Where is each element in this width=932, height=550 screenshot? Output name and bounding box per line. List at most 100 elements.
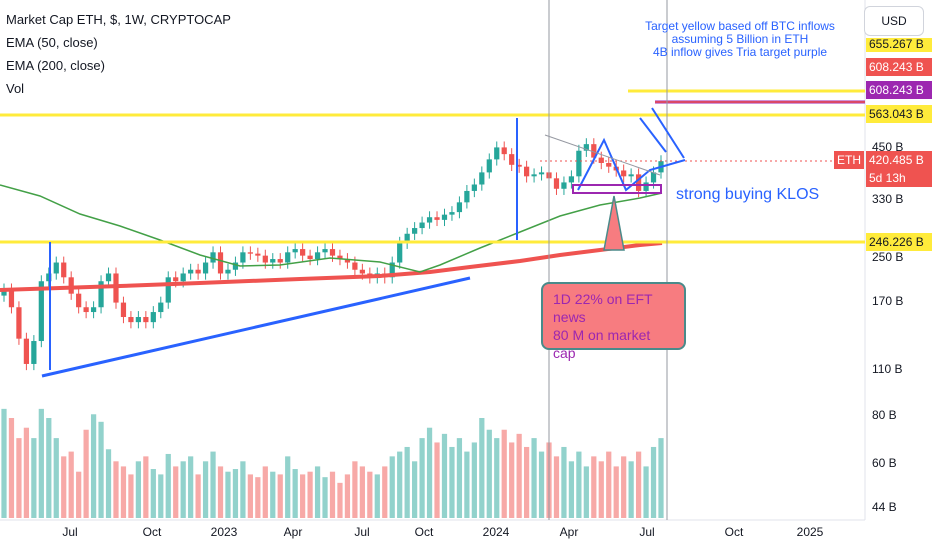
y-tick: 450 B	[872, 140, 904, 154]
candle	[337, 255, 343, 260]
bar-countdown: 5d 13h	[866, 169, 932, 187]
volume-bar	[68, 451, 74, 518]
candle	[210, 252, 216, 263]
candle	[1, 289, 7, 296]
ascending-trendline	[41, 276, 471, 378]
volume-bar	[419, 438, 425, 518]
volume-bar	[314, 466, 321, 518]
volume-bar	[486, 429, 492, 518]
candle	[61, 262, 67, 278]
volume-bar	[516, 433, 522, 518]
volume-bar	[404, 446, 410, 518]
candle	[225, 269, 231, 274]
candle	[359, 269, 365, 274]
candle	[307, 255, 313, 260]
candle	[135, 317, 141, 323]
candle	[352, 262, 358, 270]
candle	[202, 262, 209, 274]
ema-200-label[interactable]: EMA (200, close)	[6, 58, 105, 73]
ema-50-label[interactable]: EMA (50, close)	[6, 35, 98, 50]
x-tick: 2024	[482, 525, 510, 539]
candle	[188, 269, 194, 274]
candle	[344, 259, 351, 263]
candle	[232, 262, 239, 270]
volume-bar	[120, 466, 127, 518]
volume-bar	[31, 438, 37, 518]
candle	[494, 147, 500, 160]
x-tick: Apr	[559, 525, 579, 539]
y-tick: 80 B	[872, 408, 897, 422]
candle	[143, 317, 149, 323]
candle	[501, 147, 507, 155]
x-tick: Oct	[142, 525, 162, 539]
candle	[247, 252, 253, 254]
volume-bar	[568, 461, 575, 518]
candle	[419, 222, 425, 229]
x-tick: Apr	[283, 525, 303, 539]
yellow-low-price: 246.226 B	[866, 233, 932, 251]
volume-bar	[591, 456, 597, 518]
candle	[397, 242, 403, 263]
volume-bar	[165, 453, 171, 518]
candle	[471, 184, 477, 191]
x-tick: 2025	[796, 525, 824, 539]
volume-bar	[53, 438, 59, 518]
candle	[404, 233, 410, 243]
volume-bar	[524, 446, 530, 518]
volume-bar	[426, 427, 433, 518]
candle	[486, 159, 492, 173]
volume-bar	[329, 471, 336, 518]
eth-tag: ETH	[834, 151, 864, 169]
candle	[576, 150, 582, 177]
candle	[553, 178, 560, 189]
target-arrow-2	[651, 107, 685, 159]
candle	[240, 252, 246, 263]
volume-bar	[449, 446, 455, 518]
volume-bar	[128, 474, 134, 518]
volume-bar	[195, 474, 201, 518]
w-pattern	[577, 137, 686, 192]
candle	[195, 269, 201, 274]
volume-bar	[344, 474, 351, 518]
volume-bar	[210, 451, 216, 518]
top-partial-label: 655.267 B	[866, 38, 932, 52]
volume-bar	[479, 418, 485, 518]
chart-legend: Market Cap ETH, $, 1W, CRYPTOCAP EMA (50…	[6, 8, 231, 100]
candle	[46, 273, 52, 282]
volume-bar	[471, 442, 477, 518]
volume-bar	[232, 469, 239, 518]
volume-bar	[225, 471, 231, 518]
volume-bar	[389, 456, 395, 518]
volume-bar	[531, 438, 537, 518]
currency-button[interactable]: USD	[864, 6, 924, 36]
candle	[277, 259, 283, 263]
candle	[158, 302, 164, 313]
wedge-top	[544, 134, 661, 176]
y-tick: 60 B	[872, 456, 897, 470]
callout-pointer	[603, 195, 625, 251]
candle	[621, 170, 627, 177]
volume-bar	[143, 456, 149, 518]
volume-bar	[307, 471, 313, 518]
volume-bar	[359, 466, 365, 518]
candle	[105, 273, 112, 282]
volume-bar	[628, 461, 634, 518]
volume-bar	[658, 438, 664, 518]
volume-bar	[277, 474, 283, 518]
volume-bar	[352, 461, 358, 518]
candle	[479, 172, 485, 185]
volume-bar	[23, 427, 30, 518]
volume-layer	[1, 408, 664, 518]
note-line-1: Target yellow based off BTC inflows	[645, 19, 835, 33]
candle	[314, 252, 321, 260]
volume-bar	[509, 442, 515, 518]
volume-bar	[635, 451, 642, 518]
candle	[83, 307, 89, 313]
volume-bar	[613, 466, 619, 518]
candle	[561, 182, 567, 189]
volume-label[interactable]: Vol	[6, 81, 25, 96]
volume-bar	[382, 466, 388, 518]
y-tick: 110 B	[872, 362, 903, 376]
candle	[628, 174, 634, 177]
